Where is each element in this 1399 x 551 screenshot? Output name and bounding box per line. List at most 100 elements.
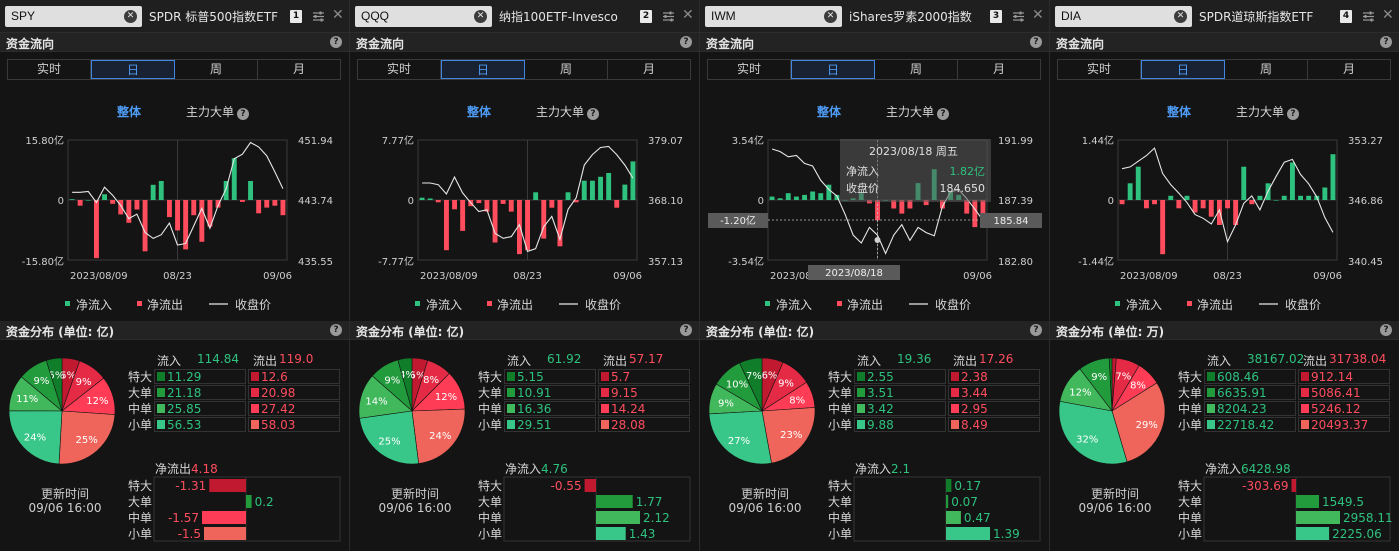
flow-bar (622, 184, 628, 200)
tab-overall[interactable]: 整体 (467, 105, 492, 119)
tab-overall[interactable]: 整体 (817, 105, 842, 119)
clear-icon[interactable]: ✕ (474, 10, 487, 23)
net-row-label: 特大 (828, 478, 852, 493)
help-icon[interactable]: ? (587, 108, 600, 120)
flow-bar (264, 200, 270, 208)
update-time: 09/06 16:00 (728, 501, 802, 515)
tab-realtime[interactable]: 实时 (358, 60, 441, 79)
distribution-pie: 5%9%12%25%5%9%11%24% (8, 357, 116, 465)
tab-month[interactable]: 月 (292, 62, 305, 76)
flow-bar (419, 197, 425, 200)
y-axis-bottom-label: -1.44亿 (1078, 255, 1114, 268)
flow-bar (1322, 187, 1328, 200)
net-row-label: 中单 (828, 510, 852, 525)
symbol-input[interactable]: DIA ✕ (1055, 6, 1192, 27)
tab-week[interactable]: 周 (875, 60, 958, 79)
help-icon[interactable]: ? (1380, 36, 1392, 48)
tab-big-order[interactable]: 主力大单? (1236, 103, 1300, 120)
clear-icon[interactable]: ✕ (1174, 10, 1187, 23)
close-icon[interactable]: ✕ (682, 7, 694, 23)
help-icon[interactable]: ? (1030, 324, 1042, 336)
etf-panel-qqq: QQQ ✕ 纳指100ETF-Invesco 2 ✕ 资金流向 ? 实时 日 周 (350, 0, 700, 551)
flow-bar (972, 200, 978, 228)
flow-bar (1225, 200, 1230, 209)
help-icon[interactable]: ? (680, 324, 692, 336)
settings-icon[interactable] (662, 10, 675, 23)
inflow-cell-medium: 8204.23 (1204, 401, 1296, 416)
tab-month[interactable]: 月 (992, 62, 1005, 76)
tab-overall[interactable]: 整体 (117, 105, 142, 119)
tab-big-order[interactable]: 主力大单? (886, 103, 950, 120)
inflow-cell-small: 9.88 (854, 417, 946, 432)
pie-label-out: 25% (75, 435, 97, 446)
tab-realtime[interactable]: 实时 (708, 60, 791, 79)
tab-realtime[interactable]: 实时 (1058, 60, 1141, 79)
net-value: -303.69 (1242, 479, 1288, 493)
net-row-label: 大单 (828, 495, 852, 509)
flow-bar (525, 200, 530, 251)
tab-week[interactable]: 周 (1225, 60, 1308, 79)
price-axis-bottom-label: 357.13 (648, 257, 683, 268)
symbol-input[interactable]: QQQ ✕ (355, 6, 492, 27)
help-icon[interactable]: ? (1287, 108, 1300, 120)
close-icon[interactable]: ✕ (1032, 7, 1044, 23)
cell-value: 56.53 (167, 418, 202, 432)
settings-icon[interactable] (1012, 10, 1025, 23)
tab-day[interactable]: 日 (1141, 60, 1225, 79)
help-icon[interactable]: ? (330, 36, 342, 48)
flow-bar (77, 200, 83, 206)
tab-week[interactable]: 周 (525, 60, 608, 79)
net-flow-label: 净流入 (855, 462, 892, 476)
tab-big-order[interactable]: 主力大单? (536, 103, 600, 120)
help-icon[interactable]: ? (1380, 324, 1392, 336)
price-axis-top-label: 451.94 (298, 136, 333, 147)
symbol-code: IWM (711, 9, 736, 23)
inflow-cell-large: 21.18 (154, 385, 246, 400)
close-icon[interactable]: ✕ (1382, 7, 1394, 23)
symbol-input[interactable]: IWM ✕ (705, 6, 842, 27)
help-icon[interactable]: ? (237, 108, 250, 120)
settings-icon[interactable] (1362, 10, 1375, 23)
section-title: 资金流向 (706, 37, 755, 51)
net-flow-title: 净流入6428.98 (1205, 460, 1291, 477)
tab-month[interactable]: 月 (642, 62, 655, 76)
close-icon[interactable]: ✕ (332, 7, 344, 23)
inflow-cell-small: 29.51 (504, 417, 596, 432)
tab-month[interactable]: 月 (1342, 62, 1355, 76)
help-icon[interactable]: ? (1030, 36, 1042, 48)
tab-day[interactable]: 日 (441, 60, 525, 79)
symbol-input[interactable]: SPY ✕ (5, 6, 142, 27)
pie-label-in: 10% (726, 380, 748, 391)
color-swatch (857, 404, 865, 413)
net-flow-title: 净流出4.18 (155, 460, 218, 477)
flow-bar (223, 181, 229, 200)
tab-week[interactable]: 周 (175, 60, 258, 79)
help-icon[interactable]: ? (680, 36, 692, 48)
period-tabs: 实时 日 周 月 (7, 59, 341, 80)
net-bar (946, 479, 952, 492)
clear-icon[interactable]: ✕ (124, 10, 137, 23)
help-icon[interactable]: ? (937, 108, 950, 120)
pie-label-out: 5% (60, 370, 76, 381)
net-flow-chart: 特大 0.17 大单 0.07 中单 0.47 小单 1.39 (828, 476, 1041, 542)
outflow-cell-medium: 5246.12 (1298, 401, 1390, 416)
flow-bar (891, 200, 897, 209)
tab-day[interactable]: 日 (91, 60, 175, 79)
clear-icon[interactable]: ✕ (824, 10, 837, 23)
pie-label-out: 29% (1136, 420, 1158, 431)
net-value: 1.39 (993, 527, 1020, 541)
net-bar (1296, 495, 1319, 508)
flow-bar (794, 196, 799, 200)
tab-overall[interactable]: 整体 (1167, 105, 1192, 119)
settings-icon[interactable] (312, 10, 325, 23)
color-swatch (507, 372, 515, 381)
outflow-total: 17.26 (979, 352, 1014, 366)
tab-big-order[interactable]: 主力大单? (186, 103, 250, 120)
tab-realtime[interactable]: 实时 (8, 60, 91, 79)
row-label-small: 小单 (828, 418, 853, 432)
help-icon[interactable]: ? (330, 324, 342, 336)
flow-bar (126, 200, 132, 223)
inflow-cell-small: 56.53 (154, 417, 246, 432)
cell-value: 21.18 (167, 386, 202, 400)
tab-day[interactable]: 日 (791, 60, 875, 79)
